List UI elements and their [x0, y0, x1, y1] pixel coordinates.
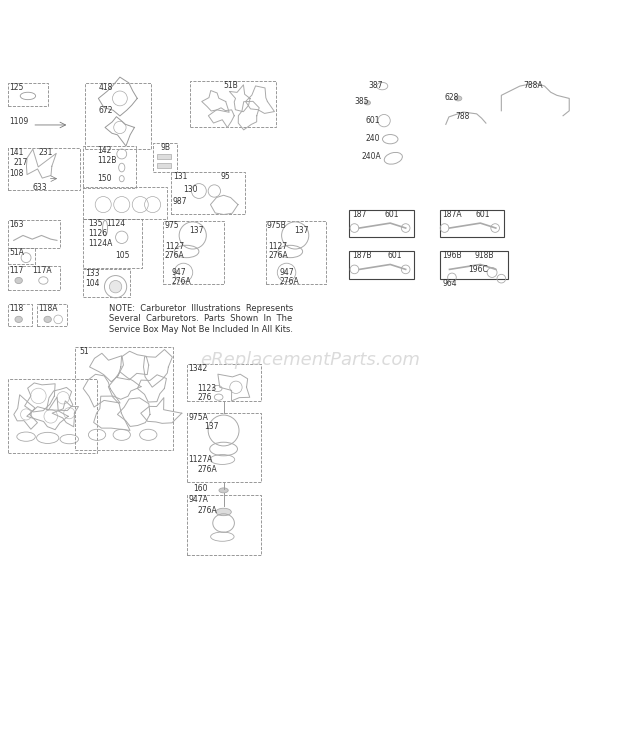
Text: 601: 601: [384, 209, 399, 218]
Text: 240: 240: [366, 134, 380, 144]
Text: 1124A: 1124A: [88, 238, 112, 248]
Text: 418: 418: [99, 83, 113, 92]
Ellipse shape: [15, 316, 22, 323]
Text: 918B: 918B: [474, 251, 494, 260]
Text: 108: 108: [9, 169, 24, 178]
Text: 95: 95: [221, 172, 230, 181]
Text: 1109: 1109: [9, 117, 29, 126]
Text: 975B: 975B: [267, 221, 286, 229]
Text: 142: 142: [97, 146, 112, 155]
Text: 217: 217: [14, 158, 28, 167]
Text: 104: 104: [86, 279, 100, 288]
Text: 187B: 187B: [352, 251, 371, 260]
Ellipse shape: [219, 488, 228, 493]
Text: 276A: 276A: [268, 251, 288, 260]
Text: 947A: 947A: [188, 494, 208, 504]
Text: 601: 601: [476, 209, 490, 218]
Text: 975A: 975A: [188, 413, 208, 423]
Text: 51: 51: [80, 346, 89, 355]
Bar: [157, 154, 171, 159]
Bar: [157, 163, 171, 167]
Text: 601: 601: [366, 115, 380, 125]
Text: 112B: 112B: [97, 156, 117, 166]
Text: 964: 964: [442, 279, 457, 288]
Text: 1342: 1342: [188, 364, 208, 373]
Text: NOTE:  Carburetor  Illustrations  Represents
Several  Carburetors.  Parts  Shown: NOTE: Carburetor Illustrations Represent…: [109, 304, 294, 334]
Ellipse shape: [454, 96, 462, 101]
Text: 117: 117: [9, 266, 24, 275]
Text: 117A: 117A: [32, 266, 52, 275]
Text: 118A: 118A: [38, 304, 58, 313]
Text: 130: 130: [184, 185, 198, 194]
Text: 231: 231: [38, 148, 53, 157]
Text: 240A: 240A: [361, 152, 381, 161]
Text: 135: 135: [88, 219, 102, 228]
Text: 1123: 1123: [198, 383, 217, 393]
Text: 387: 387: [369, 81, 383, 90]
Text: 105: 105: [115, 252, 130, 260]
Text: 150: 150: [97, 174, 112, 183]
Text: 947: 947: [171, 268, 186, 278]
Text: eReplacementParts.com: eReplacementParts.com: [200, 351, 420, 369]
Text: 987: 987: [173, 197, 187, 206]
Text: 385: 385: [355, 97, 369, 106]
Text: 1126: 1126: [88, 229, 107, 238]
Text: 1127: 1127: [268, 242, 287, 251]
Text: 196B: 196B: [442, 251, 462, 260]
Text: 196C: 196C: [468, 265, 488, 274]
Ellipse shape: [15, 278, 22, 283]
Text: 276A: 276A: [198, 505, 218, 515]
Text: 133: 133: [86, 269, 100, 278]
Text: 187A: 187A: [442, 209, 462, 218]
Text: 276A: 276A: [171, 278, 191, 286]
Ellipse shape: [44, 316, 51, 323]
Circle shape: [109, 280, 122, 293]
Text: 118: 118: [9, 304, 24, 313]
Text: 131: 131: [173, 172, 187, 181]
Text: 788: 788: [455, 112, 469, 121]
Text: 1124: 1124: [106, 219, 125, 228]
Text: 141: 141: [9, 148, 24, 157]
Text: 1127: 1127: [165, 242, 184, 251]
Text: 163: 163: [9, 220, 24, 229]
Text: 1127A: 1127A: [188, 455, 213, 464]
Text: 51B: 51B: [224, 81, 238, 90]
Text: 137: 137: [204, 423, 218, 431]
Text: 276A: 276A: [198, 465, 218, 474]
Text: 975: 975: [165, 221, 180, 229]
Text: 633: 633: [32, 183, 47, 192]
Ellipse shape: [216, 508, 231, 516]
Text: 672: 672: [99, 106, 113, 115]
Text: 628: 628: [445, 93, 459, 102]
Text: 187: 187: [352, 209, 366, 218]
Text: 276: 276: [198, 394, 212, 403]
Ellipse shape: [365, 101, 371, 105]
Text: 51A: 51A: [9, 249, 24, 258]
Text: 137: 137: [190, 226, 204, 235]
Text: 9B: 9B: [161, 143, 171, 152]
Text: 947: 947: [279, 268, 294, 278]
Text: 601: 601: [387, 251, 402, 260]
Text: 137: 137: [294, 226, 309, 235]
Text: 788A: 788A: [523, 81, 542, 90]
Text: 160: 160: [193, 484, 207, 493]
Text: 276A: 276A: [165, 251, 185, 260]
Text: 125: 125: [9, 83, 24, 92]
Text: 276A: 276A: [279, 278, 299, 286]
